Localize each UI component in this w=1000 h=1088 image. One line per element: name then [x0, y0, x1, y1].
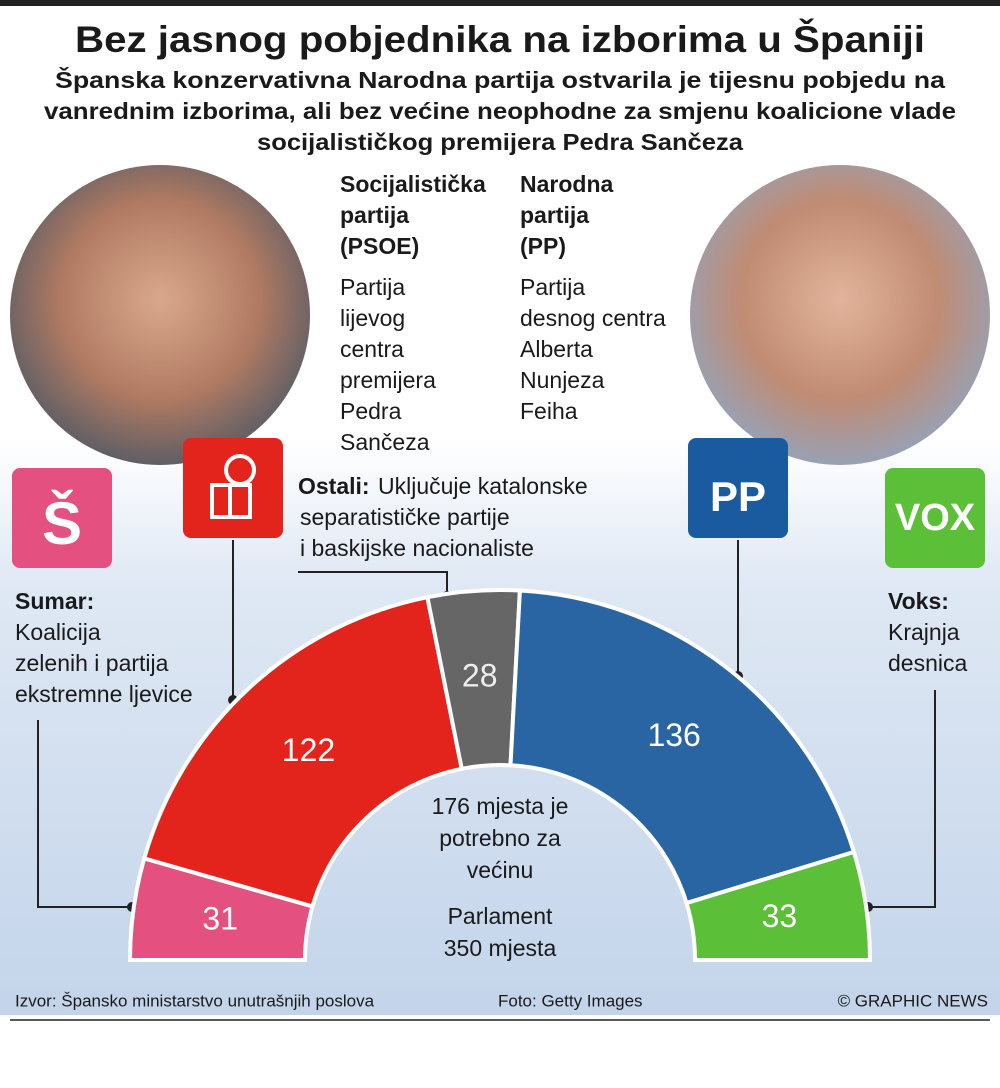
subtitle: socijalističkog premijera Pedra Sančeza	[257, 129, 743, 155]
center-text: 176 mjesta je	[432, 793, 569, 819]
subtitle: Španska konzervativna Narodna partija os…	[55, 66, 945, 93]
party-name: (PP)	[520, 233, 566, 259]
party-name: partija	[340, 202, 409, 228]
logo-pp	[688, 438, 788, 538]
annotation-label: Voks:	[888, 588, 949, 614]
top-rule	[0, 0, 1000, 6]
credit: © GRAPHIC NEWS	[838, 991, 988, 1010]
party-description: Partija	[340, 274, 405, 300]
total-text: 350 mjesta	[444, 935, 557, 961]
annotation-text: Koalicija	[15, 619, 101, 645]
source: Izvor: Špansko ministarstvo unutrašnjih …	[15, 991, 375, 1010]
logo-psoe	[183, 438, 283, 538]
subtitle: vanrednim izborima, ali bez većine neoph…	[44, 98, 956, 124]
center-text: većinu	[467, 857, 533, 883]
logo-vox	[885, 468, 985, 568]
annotation-text: i baskijske nacionaliste	[300, 535, 534, 561]
value-label: 31	[202, 900, 238, 936]
segment	[684, 849, 873, 962]
annotation-label: Sumar:	[15, 588, 94, 614]
party-name: (PSOE)	[340, 233, 419, 259]
party-description: Partija	[520, 274, 585, 300]
party-description: Nunjeza	[520, 367, 605, 393]
annotation-text: Krajnja	[888, 619, 960, 645]
party-description: Feiha	[520, 398, 578, 424]
value-label: 33	[762, 898, 798, 934]
segment	[508, 588, 857, 906]
value-label: 136	[647, 717, 700, 753]
value-label: 122	[282, 732, 335, 768]
party-name: partija	[520, 202, 589, 228]
center-text: potrebno za	[439, 825, 561, 851]
annotation-text: zelenih i partija	[15, 650, 169, 676]
segment	[141, 594, 465, 909]
annotation-text: Uključuje katalonske	[378, 473, 588, 499]
logo-text: VOX	[895, 497, 976, 539]
party-description: Sančeza	[340, 429, 430, 455]
value-label: 28	[462, 658, 498, 694]
party-description: premijera	[340, 367, 436, 393]
annotation-text: desnica	[888, 650, 967, 676]
annotation-text: ekstremne ljevice	[15, 681, 193, 707]
photo-sanchez	[10, 165, 310, 465]
party-description: desnog centra	[520, 305, 666, 331]
party-description: lijevog	[340, 305, 405, 331]
annotation-label: Ostali:	[298, 473, 370, 499]
photo-credit: Foto: Getty Images	[498, 991, 643, 1010]
logo-rose	[210, 454, 256, 519]
title: Bez jasnog pobjednika na izborima u Špan…	[75, 18, 925, 60]
logo-text: Š	[42, 490, 82, 557]
logo-sumar	[12, 468, 112, 568]
annotation-text: separatističke partije	[300, 504, 510, 530]
party-description: Alberta	[520, 336, 593, 362]
total-text: Parlament	[448, 903, 553, 929]
party-name: Narodna	[520, 171, 614, 197]
half-donut: 31 122 28 136 33 176 mjesta je potrebno za veći…	[127, 588, 873, 962]
photo-feijoo	[690, 165, 990, 465]
party-name: Socijalistička	[340, 171, 486, 197]
party-description: Pedra	[340, 398, 402, 424]
logo-text: PP	[710, 473, 766, 520]
leader-lines	[37, 540, 936, 908]
party-description: centra	[340, 336, 404, 362]
